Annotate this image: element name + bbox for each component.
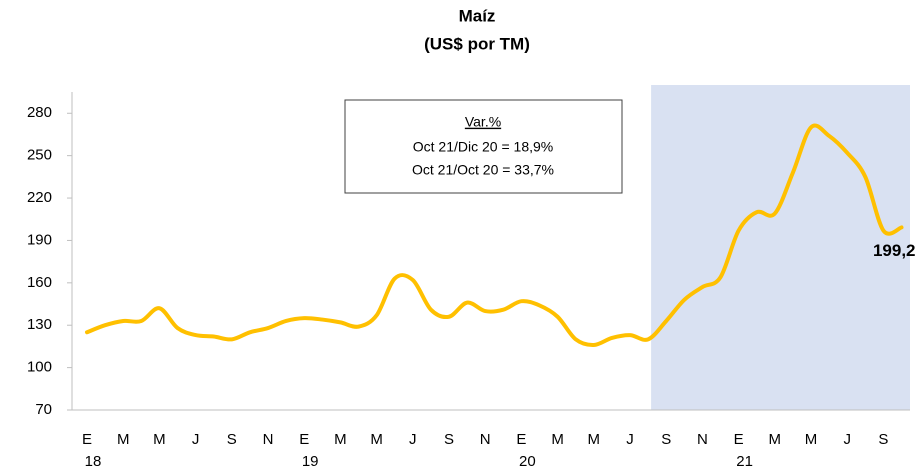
y-tick-label: 160 [27, 274, 52, 291]
x-tick-label: S [661, 431, 671, 448]
y-tick-label: 100 [27, 359, 52, 376]
x-tick-label: M [551, 431, 564, 448]
x-tick-label: J [843, 431, 851, 448]
x-tick-label: N [480, 431, 491, 448]
highlight-region [651, 85, 910, 410]
annotation-line: Oct 21/Dic 20 = 18,9% [413, 139, 553, 155]
y-tick-label: 280 [27, 104, 52, 121]
y-tick-label: 190 [27, 231, 52, 248]
x-year-label: 20 [519, 453, 536, 470]
y-tick-label: 220 [27, 189, 52, 206]
x-tick-label: M [153, 431, 166, 448]
y-tick-label: 250 [27, 147, 52, 164]
x-tick-label: N [263, 431, 274, 448]
y-tick-label: 130 [27, 316, 52, 333]
x-tick-label: S [444, 431, 454, 448]
x-tick-label: E [299, 431, 309, 448]
x-tick-label: J [409, 431, 417, 448]
annotation-box [344, 99, 623, 194]
x-year-label: 18 [85, 453, 102, 470]
x-tick-label: M [769, 431, 782, 448]
x-tick-label: M [334, 431, 347, 448]
x-tick-label: E [734, 431, 744, 448]
x-tick-label: S [878, 431, 888, 448]
x-tick-label: J [192, 431, 200, 448]
x-year-label: 21 [736, 453, 753, 470]
x-tick-label: M [805, 431, 818, 448]
x-tick-label: M [588, 431, 601, 448]
annotation-heading: Var.% [465, 114, 501, 130]
line-series [85, 123, 904, 348]
x-tick-label: E [82, 431, 92, 448]
data-label: 199,2 [873, 241, 916, 260]
x-tick-label: E [516, 431, 526, 448]
chart-title: Maíz [459, 6, 496, 25]
chart-subtitle: (US$ por TM) [424, 34, 530, 53]
x-tick-label: J [626, 431, 634, 448]
x-tick-label: S [227, 431, 237, 448]
y-tick-label: 70 [35, 401, 52, 418]
x-tick-label: N [697, 431, 708, 448]
x-tick-label: M [370, 431, 383, 448]
x-tick-label: M [117, 431, 130, 448]
x-year-label: 19 [302, 453, 319, 470]
annotation-line: Oct 21/Oct 20 = 33,7% [412, 162, 554, 178]
